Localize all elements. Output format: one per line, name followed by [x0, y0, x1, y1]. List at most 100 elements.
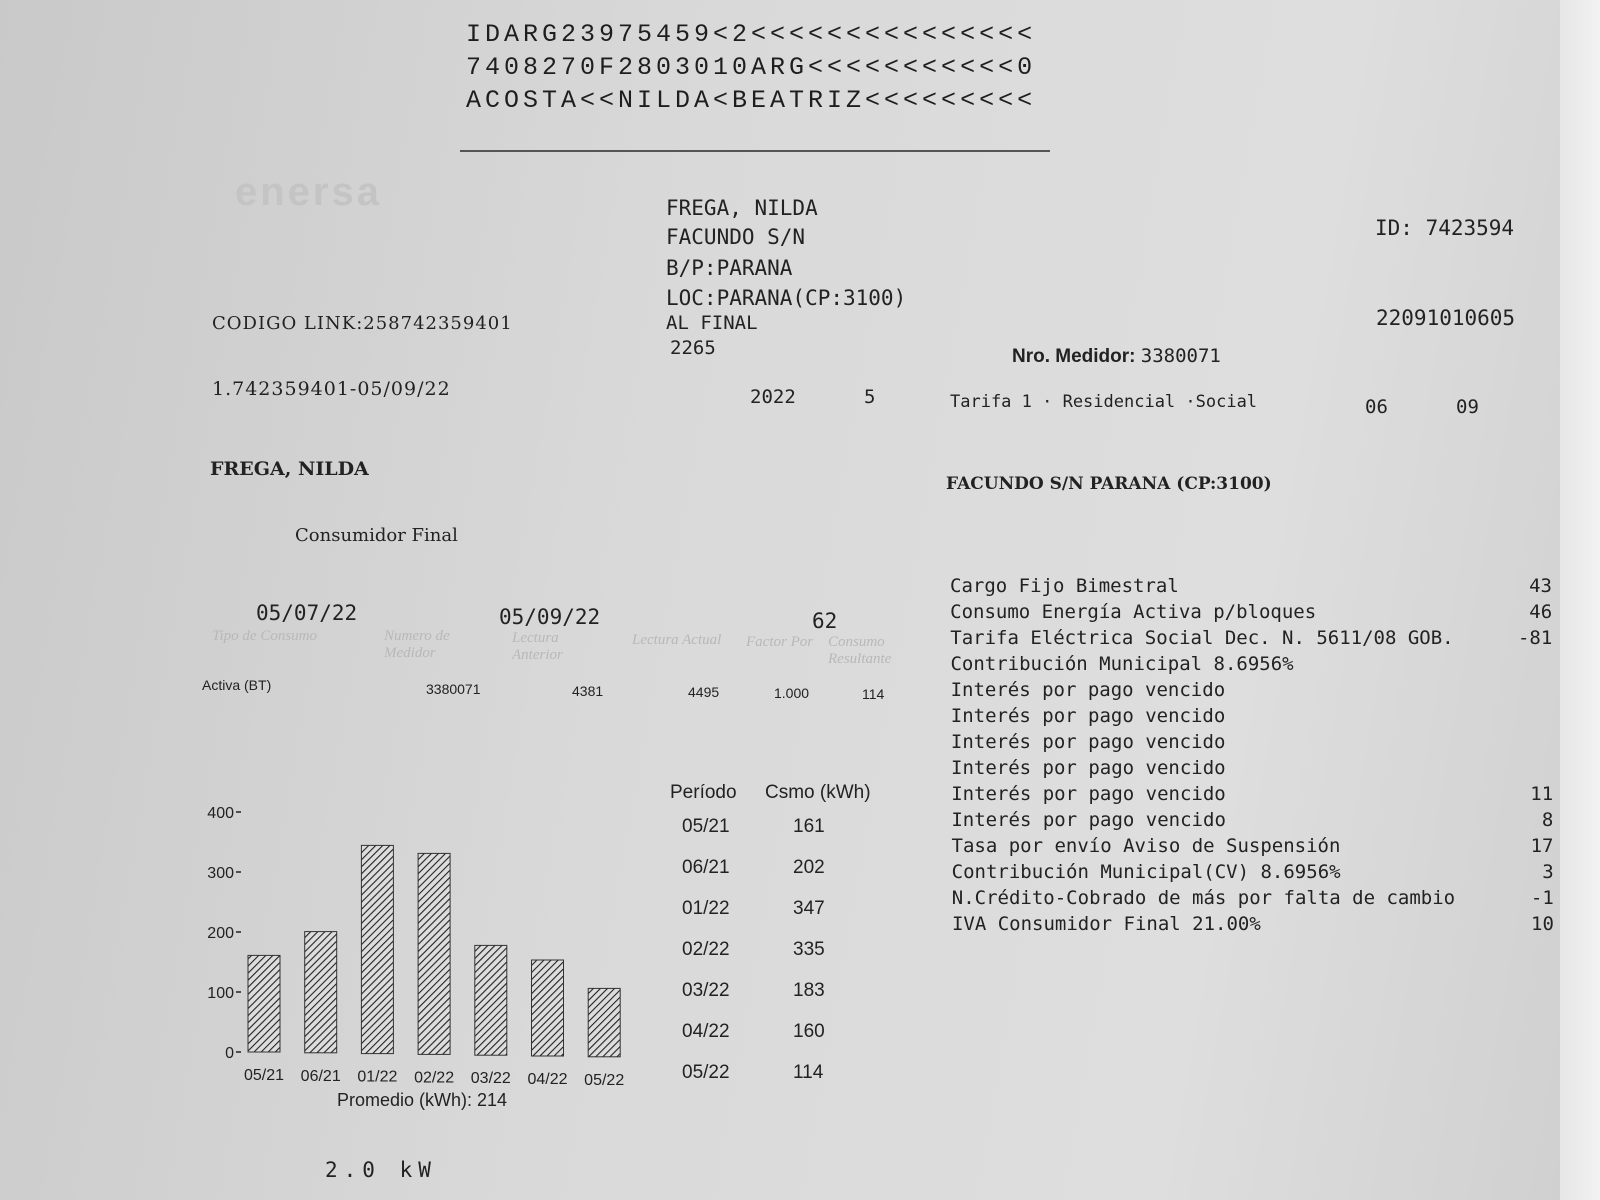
- bar: [247, 954, 281, 1053]
- reading-factor: 1.000: [774, 685, 810, 701]
- header-medidor: Numero de Medidor: [384, 628, 450, 661]
- tariff: Tarifa 1 · Residencial ·Social: [950, 392, 1258, 412]
- history-consumption: 335: [793, 938, 825, 960]
- history-consumption: 347: [793, 897, 825, 919]
- customer-street: FACUNDO S/N: [666, 225, 806, 249]
- charge-row: Contribución Municipal 8.6956%: [950, 653, 1570, 679]
- history-row: 02/22 335: [670, 929, 871, 970]
- history-period: 01/22: [682, 897, 730, 919]
- charge-row: Consumo Energía Activa p/bloques 46: [950, 601, 1570, 627]
- x-tick-label: 02/22: [414, 1069, 454, 1086]
- reading-type: Activa (BT): [202, 677, 272, 693]
- x-tick-label: 06/21: [301, 1068, 341, 1085]
- reading-current: 4495: [688, 684, 720, 700]
- history-consumption: 114: [793, 1061, 824, 1083]
- date-day: 06: [1365, 396, 1388, 418]
- charge-row: Interés por pago vencido: [951, 679, 1571, 705]
- header-anterior: Lectura Anterior: [512, 630, 563, 663]
- charge-label: Tarifa Eléctrica Social Dec. N. 5611/08 …: [950, 627, 1454, 649]
- x-tick-label: 05/21: [244, 1067, 284, 1084]
- charge-amount: -81: [1517, 627, 1553, 649]
- reading-consumption: 114: [862, 686, 885, 702]
- history-row: 01/22 347: [670, 888, 871, 929]
- bar: [304, 931, 338, 1054]
- history-row: 05/21 161: [670, 806, 871, 847]
- invoice-number: 22091010605: [1376, 306, 1516, 330]
- bar: [587, 987, 621, 1058]
- history-consumption: 183: [793, 979, 825, 1001]
- charge-row: N.Crédito-Cobrado de más por falta de ca…: [952, 887, 1572, 913]
- header-consumo: Consumo Resultante: [828, 634, 892, 667]
- customer-loc: LOC:PARANA(CP:3100): [666, 286, 907, 310]
- mrz-line-1: IDARG23975459<2<<<<<<<<<<<<<<<: [466, 20, 1037, 49]
- x-tick-label: 05/22: [584, 1072, 624, 1089]
- charge-label: Contribución Municipal(CV) 8.6956%: [951, 861, 1341, 883]
- history-row: 03/22 183: [670, 970, 871, 1011]
- bar: [474, 944, 508, 1056]
- period-year: 2022: [750, 386, 796, 408]
- meter-number: Nro. Medidor: 3380071: [1012, 345, 1221, 368]
- charge-row: Interés por pago vencido: [951, 757, 1571, 783]
- history-row: 06/21 202: [670, 847, 871, 888]
- charge-label: Interés por pago vencido: [950, 705, 1226, 727]
- customer-bp: B/P:PARANA: [666, 256, 793, 280]
- holder-name: FREGA, NILDA: [210, 458, 369, 480]
- charge-label: N.Crédito-Cobrado de más por falta de ca…: [951, 887, 1456, 909]
- client-id: ID: 7423594: [1375, 216, 1515, 240]
- consumption-chart: 0 100 200 300 400 05/21 06/21 01/22 02/22 03/22 04…: [207, 805, 624, 1089]
- reading-date-current: 05/09/22: [499, 605, 601, 629]
- iva-condition: Consumidor Final: [295, 525, 458, 546]
- charge-label: Cargo Fijo Bimestral: [950, 575, 1179, 597]
- charge-label: Interés por pago vencido: [950, 679, 1226, 701]
- mrz-line-2: 7408270F2803010ARG<<<<<<<<<<<0: [466, 53, 1037, 82]
- meter-label: Nro. Medidor:: [1012, 346, 1136, 367]
- charge-label: Interés por pago vencido: [951, 783, 1226, 805]
- history-period: 06/21: [682, 856, 730, 878]
- y-tick-label: 400: [207, 805, 234, 822]
- history-row: 04/22 160: [670, 1011, 871, 1052]
- charge-amount: 17: [1530, 835, 1554, 857]
- reading-date-previous: 05/07/22: [256, 601, 358, 625]
- bar: [417, 852, 451, 1055]
- charge-amount: 46: [1529, 601, 1553, 623]
- history-row: 05/22 114: [670, 1052, 871, 1093]
- reference-line: 1.742359401-05/09/22: [212, 378, 451, 400]
- charge-label: Consumo Energía Activa p/bloques: [950, 601, 1317, 623]
- bar: [531, 959, 564, 1057]
- charge-row: Tarifa Eléctrica Social Dec. N. 5611/08 …: [950, 627, 1570, 653]
- charge-row: Interés por pago vencido 11: [951, 783, 1571, 809]
- company-logo: enersa: [235, 170, 382, 214]
- history-header-period: Período: [670, 782, 737, 803]
- charge-label: IVA Consumidor Final 21.00%: [951, 913, 1261, 935]
- chart-average: Promedio (kWh): 214: [337, 1090, 508, 1110]
- charge-amount: -1: [1530, 887, 1554, 909]
- history-consumption: 202: [793, 856, 825, 878]
- history-period: 05/21: [682, 815, 730, 837]
- history-table: Período Csmo (kWh) 05/21 161 06/21 202 01/22…: [670, 780, 871, 1093]
- date-month: 09: [1456, 396, 1479, 418]
- header-actual: Lectura Actual: [632, 632, 722, 648]
- y-tick-label: 300: [207, 865, 234, 882]
- customer-code: 2265: [670, 337, 716, 359]
- charge-label: Interés por pago vencido: [951, 757, 1226, 779]
- meter-value: 3380071: [1140, 345, 1221, 367]
- mrz-line-3: ACOSTA<<NILDA<BEATRIZ<<<<<<<<<: [466, 86, 1037, 115]
- charge-label: Interés por pago vencido: [950, 731, 1226, 753]
- bar: [360, 844, 394, 1055]
- divider: [460, 150, 1050, 152]
- charge-label: Interés por pago vencido: [951, 809, 1226, 831]
- codigo-link: CODIGO LINK:258742359401: [212, 313, 513, 334]
- history-period: 04/22: [682, 1020, 730, 1042]
- charge-row: IVA Consumidor Final 21.00% 10: [952, 913, 1572, 939]
- charge-row: Interés por pago vencido: [951, 705, 1571, 731]
- y-tick-label: 200: [207, 925, 234, 942]
- history-consumption: 160: [793, 1020, 825, 1042]
- history-header-consumption: Csmo (kWh): [765, 782, 871, 803]
- history-consumption: 161: [793, 815, 825, 837]
- charge-row: Cargo Fijo Bimestral 43: [950, 575, 1570, 601]
- reading-meter: 3380071: [426, 681, 481, 697]
- y-tick-label: 0: [225, 1045, 234, 1062]
- reading-previous: 4381: [572, 683, 604, 699]
- supply-address: FACUNDO S/N PARANA (CP:3100): [946, 474, 1272, 494]
- charge-amount: 10: [1531, 913, 1554, 935]
